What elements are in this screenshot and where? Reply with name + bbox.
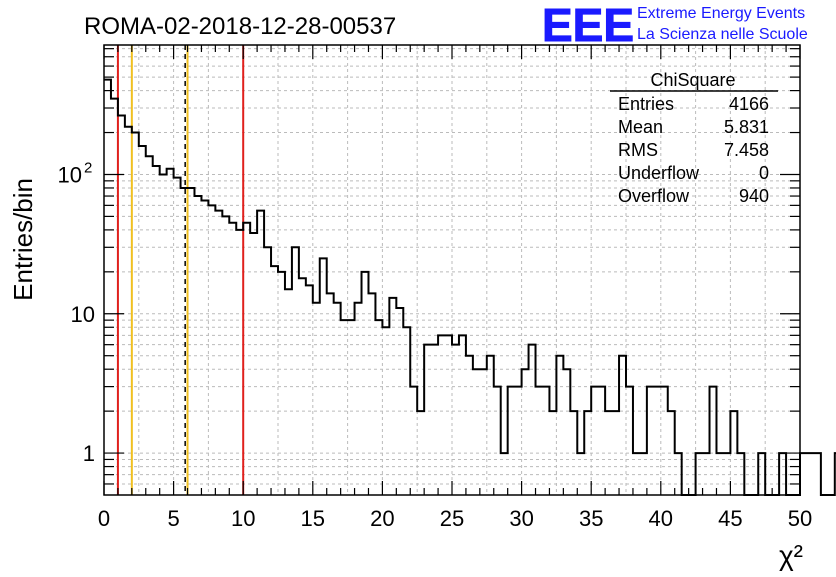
stats-label-overflow: Overflow (618, 186, 690, 206)
axis-ticks (103, 45, 801, 495)
x-tick-label: 10 (231, 506, 255, 531)
x-axis-label: χ² (779, 540, 803, 571)
y-tick-label: 1 (83, 441, 95, 466)
y-axis-label: Entries/bin (8, 178, 38, 301)
x-tick-label: 15 (301, 506, 325, 531)
x-tick-label: 40 (649, 506, 673, 531)
x-tick-label: 0 (98, 506, 110, 531)
org-line-2: La Scienza nelle Scuole (637, 26, 808, 43)
stats-value-mean: 5.831 (724, 117, 769, 137)
stats-value-underflow: 0 (759, 163, 769, 183)
stats-title: ChiSquare (650, 70, 735, 90)
x-tick-label: 20 (370, 506, 394, 531)
x-tick-label: 30 (509, 506, 533, 531)
stats-value-entries: 4166 (729, 94, 769, 114)
stats-box: ChiSquare Entries 4166 Mean 5.831 RMS 7.… (610, 70, 778, 206)
x-tick-label: 5 (167, 506, 179, 531)
y-tick-label: 10 (71, 302, 95, 327)
stats-label-underflow: Underflow (618, 163, 700, 183)
y-tick-exponent: 2 (84, 159, 92, 176)
x-tick-labels: 0 5 10 15 20 25 30 35 40 45 50 (98, 506, 812, 531)
stats-value-overflow: 940 (739, 186, 769, 206)
x-tick-label: 50 (788, 506, 812, 531)
stats-value-rms: 7.458 (724, 140, 769, 160)
histogram-line (104, 78, 836, 496)
org-line-1: Extreme Energy Events (637, 5, 805, 22)
y-tick-label: 10 (58, 162, 82, 187)
run-title: ROMA-02-2018-12-28-00537 (84, 13, 396, 40)
x-tick-label: 35 (579, 506, 603, 531)
grid-lines (104, 45, 800, 495)
x-tick-label: 25 (440, 506, 464, 531)
stats-label-rms: RMS (618, 140, 658, 160)
reference-lines (116, 45, 245, 495)
stats-label-entries: Entries (618, 94, 674, 114)
eee-logo: EEE (542, 0, 634, 51)
stats-label-mean: Mean (618, 117, 663, 137)
x-tick-label: 45 (718, 506, 742, 531)
